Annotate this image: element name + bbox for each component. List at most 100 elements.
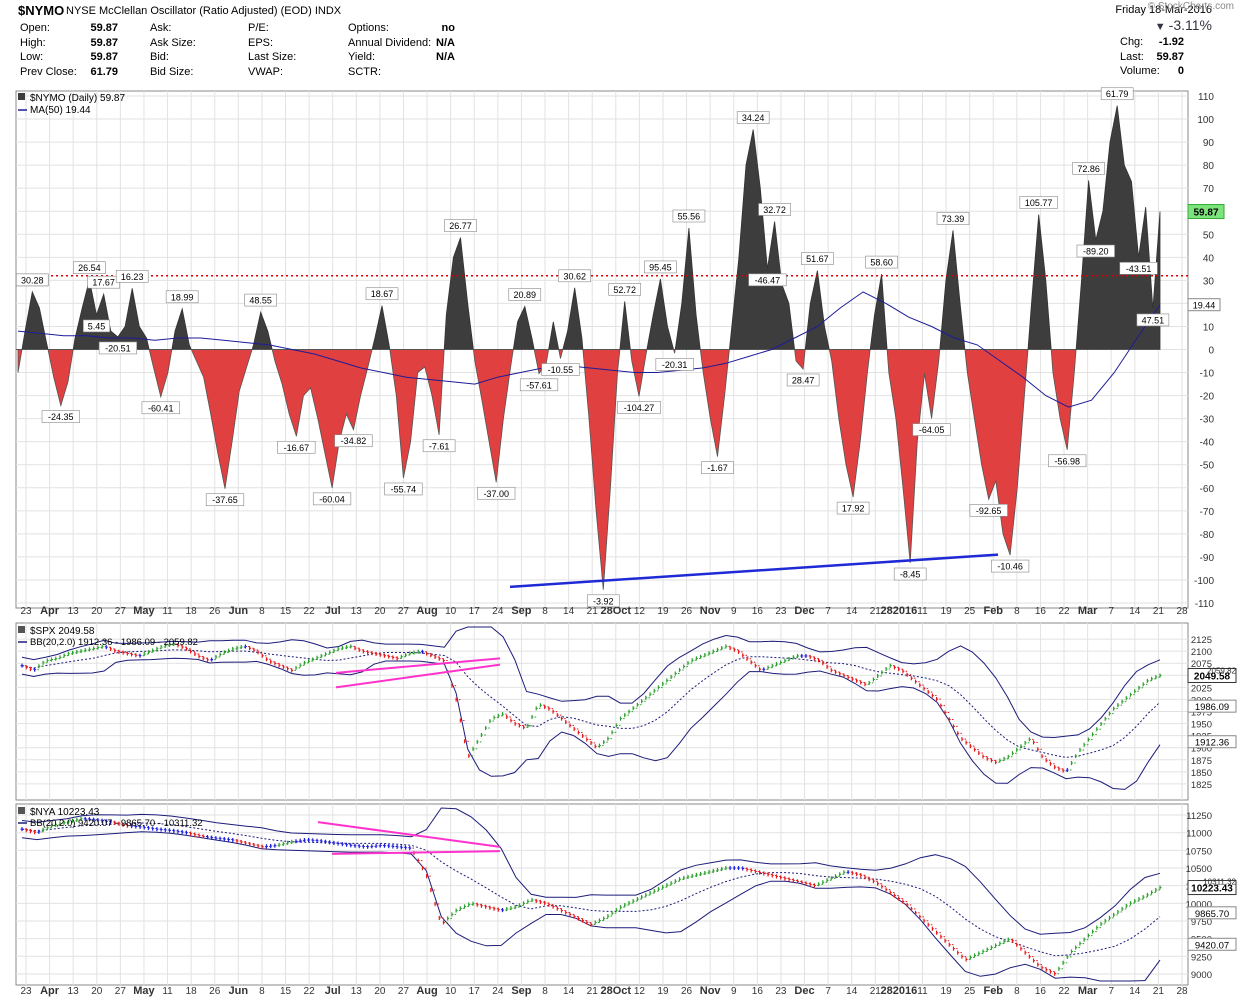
x-tick-label: 26 xyxy=(681,986,693,997)
last-value-tag xyxy=(1187,204,1225,220)
x-tick-label: 21 xyxy=(1153,986,1165,997)
value-label: 18.67 xyxy=(371,289,394,299)
value-label: -64.05 xyxy=(919,425,945,435)
value-label-box xyxy=(1119,262,1158,275)
x-tick-label: 7 xyxy=(1108,606,1114,617)
x-tick-label: Jul xyxy=(325,605,341,617)
y-tick-label: 2125 xyxy=(1191,635,1212,646)
last-value-text: 10223.43 xyxy=(1191,884,1233,895)
x-tick-label: 14 xyxy=(846,986,858,997)
value-label-box xyxy=(444,219,477,232)
stat-value: 59.87 xyxy=(90,36,118,49)
x-tick-label: 7 xyxy=(825,986,831,997)
y-tick-label: -40 xyxy=(1200,438,1215,449)
value-label: -16.67 xyxy=(284,443,310,453)
y-tick-label: 10750 xyxy=(1186,846,1212,857)
y-tick-label: -110 xyxy=(1195,599,1215,610)
value-label-box xyxy=(912,423,951,436)
stat-value: N/A xyxy=(436,51,455,63)
value-label-box xyxy=(83,319,111,333)
y-tick-label: 10 xyxy=(1203,322,1215,333)
value-label: 55.56 xyxy=(678,212,701,222)
y-tick-label: 1875 xyxy=(1191,756,1212,767)
last-value-tag xyxy=(1187,667,1237,683)
x-tick-label: 22 xyxy=(1058,606,1070,617)
x-tick-label: 12 xyxy=(634,606,646,617)
legend-swatch xyxy=(18,93,25,100)
value-label-box xyxy=(701,461,734,474)
x-tick-label: 23 xyxy=(20,986,32,997)
x-tick-label: 24 xyxy=(492,986,504,997)
value-label: -60.04 xyxy=(319,494,345,504)
value-label-box xyxy=(655,358,694,371)
x-tick-label: Mar xyxy=(1078,605,1098,617)
y-tick-label: -60 xyxy=(1200,484,1215,495)
last-value-text: 59.87 xyxy=(1193,208,1218,219)
stat-label: Prev Close: xyxy=(20,65,77,78)
x-tick-label: Sep xyxy=(511,985,531,997)
x-tick-label: 26 xyxy=(209,986,221,997)
value-label: 28.47 xyxy=(792,375,815,385)
x-tick-label: 28Oct xyxy=(601,605,632,617)
x-tick-label: 7 xyxy=(1108,986,1114,997)
x-tick-label: 21 xyxy=(587,606,599,617)
value-label: 18.99 xyxy=(171,292,194,302)
value-label-box xyxy=(205,493,245,507)
y-tick-label: 2100 xyxy=(1191,647,1212,658)
x-tick-label: 16 xyxy=(752,986,764,997)
x-tick-label: 282016 xyxy=(881,605,918,617)
y-tick-label: -50 xyxy=(1200,461,1215,472)
stat-value: 59.87 xyxy=(90,51,118,63)
value-label: -46.47 xyxy=(755,275,781,285)
y-tick-label: -100 xyxy=(1194,576,1214,587)
band-value-text: 10311.32 xyxy=(1203,877,1236,886)
value-label-box xyxy=(277,440,316,454)
stat-value: no xyxy=(441,22,455,34)
value-label-box xyxy=(165,290,199,304)
x-tick-label: 27 xyxy=(398,606,410,617)
stat-label: Yield: xyxy=(348,51,376,63)
value-label: -92.65 xyxy=(976,506,1002,516)
last-value-text: 2049.58 xyxy=(1194,671,1231,682)
value-label-box xyxy=(1100,87,1134,101)
y-tick-label: 10000 xyxy=(1186,899,1212,910)
x-tick-label: 19 xyxy=(657,986,669,997)
value-label: -89.20 xyxy=(1083,247,1109,257)
value-label: -20.51 xyxy=(105,343,131,353)
x-tick-label: Nov xyxy=(700,985,722,997)
x-tick-label: 19 xyxy=(941,986,953,997)
value-label-box xyxy=(115,270,149,283)
x-tick-label: 21 xyxy=(587,986,599,997)
x-tick-label: 21 xyxy=(870,606,882,617)
value-label: 105.77 xyxy=(1025,198,1053,208)
x-tick-label: 20 xyxy=(91,986,103,997)
bb-upper xyxy=(21,807,1161,935)
x-tick-label: 16 xyxy=(1035,986,1047,997)
value-label-box xyxy=(477,486,516,500)
value-label-box xyxy=(1048,454,1087,468)
x-tick-label: 20 xyxy=(91,606,103,617)
value-label: -1.67 xyxy=(707,463,728,473)
value-label: 30.28 xyxy=(21,275,44,285)
y-tick-label: 9750 xyxy=(1191,917,1212,928)
y-tick-label: 1850 xyxy=(1191,768,1212,779)
x-tick-label: 22 xyxy=(304,606,316,617)
stat-label: Ask: xyxy=(150,22,172,34)
value-label-box xyxy=(334,434,373,448)
change-pct: ▼ -3.11% xyxy=(1155,17,1212,33)
stat-label: Annual Dividend: xyxy=(348,36,432,49)
y-tick-label: -70 xyxy=(1200,507,1215,518)
triangle-line xyxy=(317,821,501,848)
x-tick-label: Mar xyxy=(1078,985,1098,997)
value-label: 61.79 xyxy=(1106,89,1129,99)
x-tick-label: 8 xyxy=(259,986,265,997)
value-label-box xyxy=(617,401,661,414)
band-value-text: 9865.70 xyxy=(1195,909,1229,920)
band-value-tag xyxy=(1187,735,1237,749)
value-label-box xyxy=(586,594,620,608)
value-label: 16.23 xyxy=(121,272,144,282)
stat-label: Volume: xyxy=(1120,65,1160,77)
x-tick-label: 11 xyxy=(162,986,173,997)
